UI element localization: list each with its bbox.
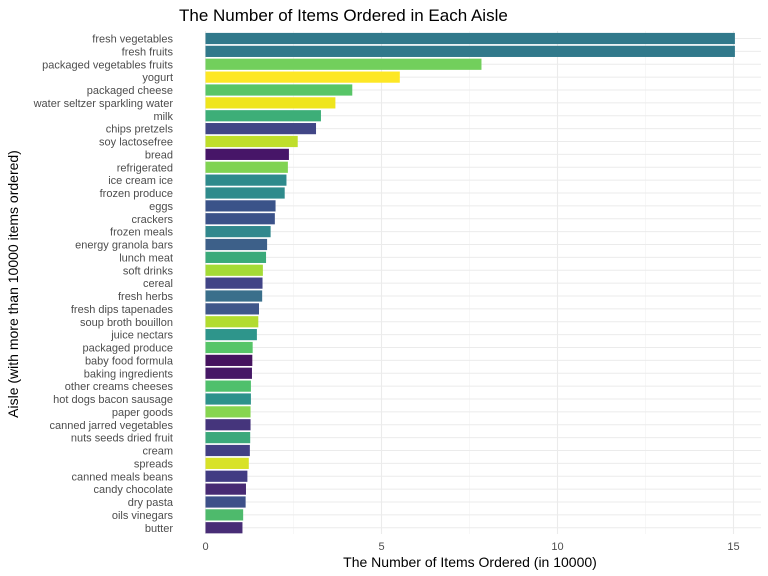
x-tick-label: 5 bbox=[378, 541, 384, 553]
bar bbox=[205, 277, 263, 289]
bar bbox=[205, 483, 246, 495]
y-tick-label: chips pretzels bbox=[106, 124, 174, 136]
bar bbox=[205, 380, 251, 392]
bar bbox=[205, 522, 243, 534]
y-tick-label: spreads bbox=[134, 458, 174, 470]
bar bbox=[205, 174, 287, 186]
bar bbox=[205, 123, 317, 135]
bar bbox=[205, 290, 263, 302]
y-tick-label: milk bbox=[153, 111, 173, 123]
y-tick-label: soup broth bouillon bbox=[80, 317, 173, 329]
x-tick-label: 15 bbox=[727, 541, 739, 553]
y-tick-label: cereal bbox=[143, 278, 173, 290]
y-tick-label: frozen meals bbox=[110, 227, 173, 239]
bar bbox=[205, 496, 246, 508]
y-tick-label: eggs bbox=[149, 201, 173, 213]
bar bbox=[205, 444, 250, 457]
bar bbox=[205, 238, 268, 251]
bar bbox=[205, 110, 321, 122]
x-axis-title: The Number of Items Ordered (in 10000) bbox=[343, 554, 597, 570]
bar bbox=[205, 432, 251, 444]
y-tick-label: packaged vegetables fruits bbox=[42, 59, 173, 71]
bar bbox=[205, 419, 251, 431]
y-tick-label: packaged produce bbox=[82, 343, 173, 355]
y-tick-label: canned meals beans bbox=[71, 471, 173, 483]
y-tick-label: frozen produce bbox=[100, 188, 173, 200]
y-tick-label: baking ingredients bbox=[84, 368, 174, 380]
bar bbox=[205, 470, 248, 482]
bar bbox=[205, 316, 259, 328]
bar bbox=[205, 354, 253, 366]
bar bbox=[205, 84, 353, 96]
bar bbox=[205, 406, 251, 418]
bar bbox=[205, 161, 288, 173]
bar bbox=[205, 200, 276, 212]
y-tick-label: paper goods bbox=[112, 407, 174, 419]
bar bbox=[205, 367, 252, 379]
bar bbox=[205, 135, 298, 148]
y-tick-label: candy chocolate bbox=[94, 484, 174, 496]
y-tick-label: crackers bbox=[131, 214, 173, 226]
y-tick-label: fresh dips tapenades bbox=[71, 304, 174, 316]
bar bbox=[205, 226, 271, 238]
bar bbox=[205, 264, 263, 276]
y-tick-label: yogurt bbox=[142, 72, 173, 84]
y-tick-label: fresh fruits bbox=[122, 46, 174, 58]
bar bbox=[205, 45, 735, 57]
bar bbox=[205, 97, 336, 109]
bar bbox=[205, 148, 289, 160]
y-tick-label: other creams cheeses bbox=[65, 381, 174, 393]
y-tick-label: refrigerated bbox=[117, 162, 173, 174]
bar bbox=[205, 251, 267, 263]
y-tick-label: nuts seeds dried fruit bbox=[71, 433, 173, 445]
y-axis-title: Aisle (with more than 10000 items ordere… bbox=[5, 150, 21, 418]
bar bbox=[205, 329, 257, 341]
y-tick-label: fresh vegetables bbox=[92, 34, 173, 46]
y-tick-label: oils vinegars bbox=[112, 510, 174, 522]
bars bbox=[205, 32, 735, 534]
x-tick-label: 0 bbox=[202, 541, 208, 553]
y-tick-label: juice nectars bbox=[110, 330, 173, 342]
bar bbox=[205, 457, 249, 469]
y-tick-label: butter bbox=[145, 523, 173, 535]
y-tick-label: baby food formula bbox=[85, 355, 174, 367]
x-tick-label: 10 bbox=[551, 541, 563, 553]
bar bbox=[205, 341, 253, 354]
y-tick-label: soy lactosefree bbox=[99, 137, 173, 149]
x-tick-labels: 0 5 10 15 bbox=[202, 541, 739, 553]
y-tick-label: hot dogs bacon sausage bbox=[53, 394, 173, 406]
bar bbox=[205, 393, 251, 405]
y-tick-label: water seltzer sparkling water bbox=[33, 98, 174, 110]
y-tick-label: dry pasta bbox=[128, 497, 174, 509]
bar bbox=[205, 71, 400, 83]
y-tick-label: ice cream ice bbox=[108, 175, 173, 187]
y-tick-label: fresh herbs bbox=[118, 291, 174, 303]
y-tick-label: energy granola bars bbox=[75, 240, 173, 252]
y-tick-label: lunch meat bbox=[119, 252, 173, 264]
bar bbox=[205, 213, 275, 225]
bar bbox=[205, 509, 244, 521]
y-tick-label: packaged cheese bbox=[87, 85, 173, 97]
y-tick-label: canned jarred vegetables bbox=[49, 420, 173, 432]
bar bbox=[205, 58, 482, 70]
chart-title: The Number of Items Ordered in Each Aisl… bbox=[179, 6, 508, 25]
bar bbox=[205, 32, 735, 45]
y-tick-label: bread bbox=[145, 149, 173, 161]
bar bbox=[205, 187, 285, 199]
y-tick-label: cream bbox=[142, 446, 173, 458]
bar bbox=[205, 303, 260, 315]
y-tick-label: soft drinks bbox=[123, 265, 174, 277]
